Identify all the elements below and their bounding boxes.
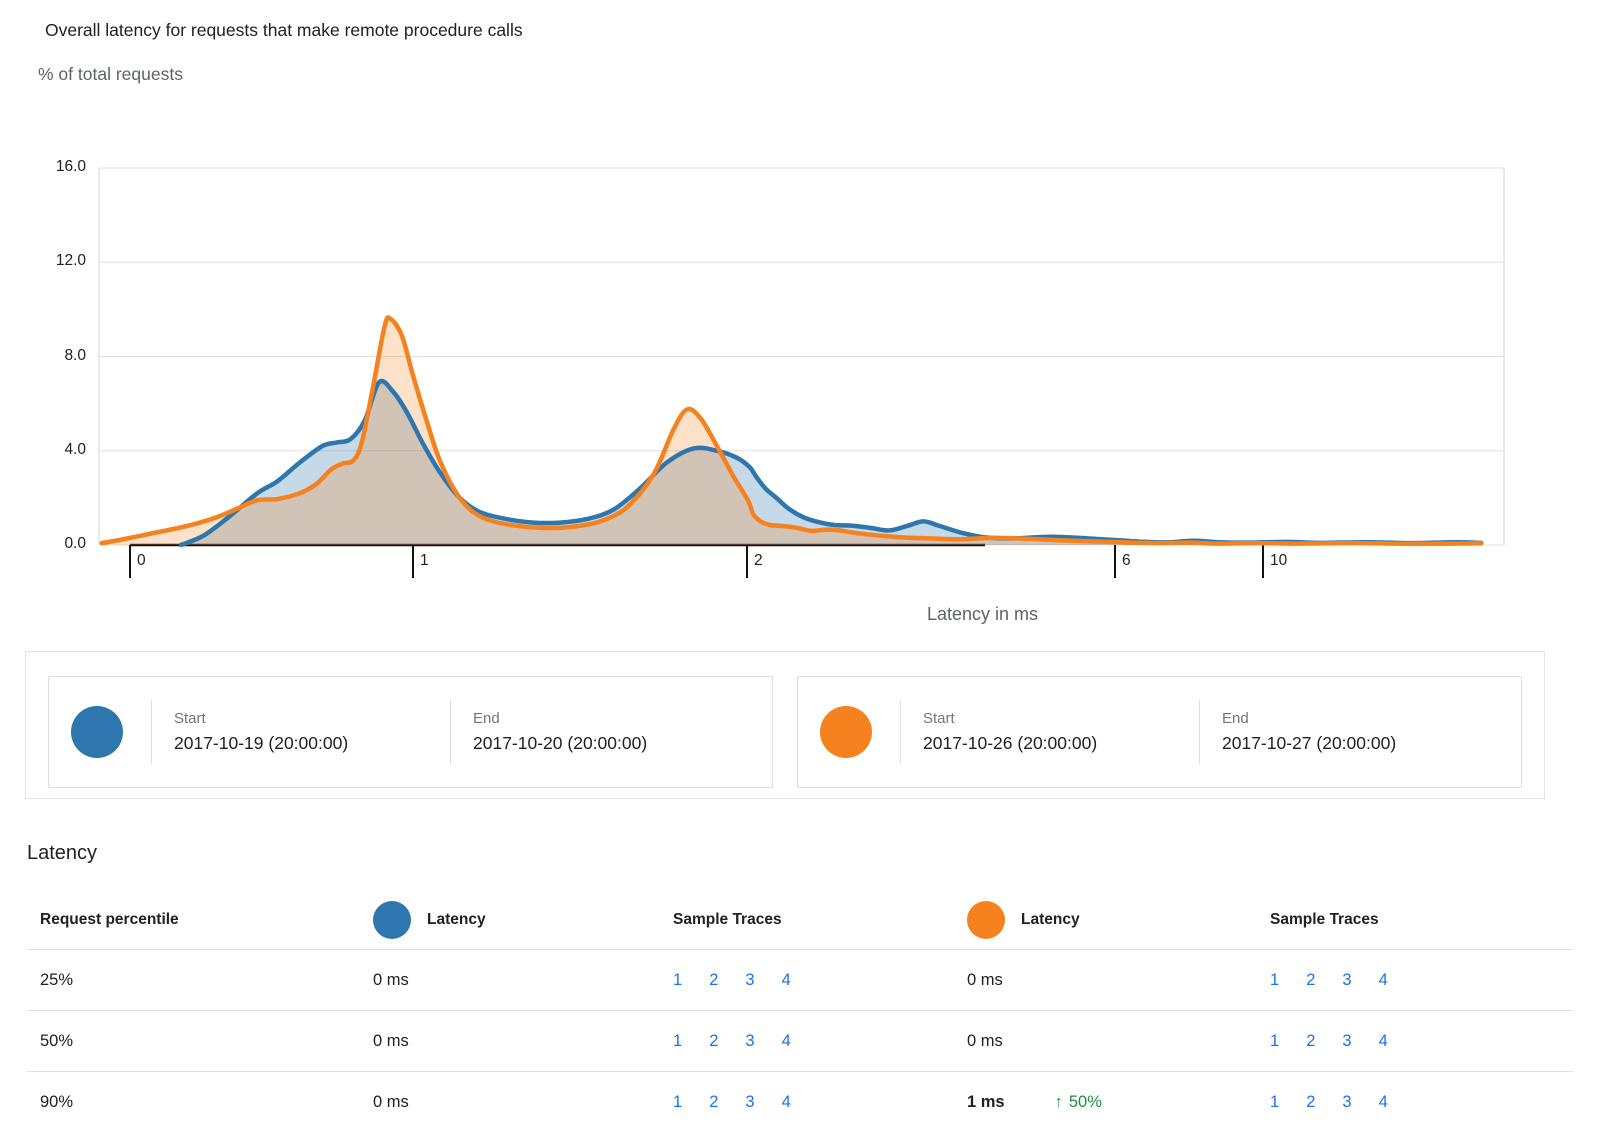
x-axis-title: Latency in ms bbox=[927, 604, 1039, 624]
legend-end-block: End 2017-10-27 (20:00:00) bbox=[1222, 710, 1521, 754]
trace-link[interactable]: 1 bbox=[1270, 970, 1280, 989]
chart-title: Overall latency for requests that make r… bbox=[45, 20, 523, 40]
trace-link[interactable]: 3 bbox=[1342, 1092, 1352, 1111]
start-value: 2017-10-26 (20:00:00) bbox=[923, 733, 1098, 753]
end-label: End bbox=[473, 710, 500, 727]
trace-link[interactable]: 1 bbox=[673, 970, 683, 989]
legend-card-orange: Start 2017-10-26 (20:00:00) End 2017-10-… bbox=[797, 676, 1522, 788]
x-axis-tick-label: 6 bbox=[1122, 552, 1131, 569]
trace-link[interactable]: 3 bbox=[745, 1031, 755, 1050]
blue-latency-value: 0 ms bbox=[373, 1092, 409, 1111]
end-label: End bbox=[1222, 710, 1249, 727]
legend-divider bbox=[1199, 700, 1200, 764]
table-row-25: 25% 0 ms 1 2 3 4 0 ms 1 2 3 4 bbox=[27, 949, 1573, 1010]
legend-end-block: End 2017-10-20 (20:00:00) bbox=[473, 710, 772, 754]
trace-link[interactable]: 4 bbox=[1378, 1092, 1388, 1111]
y-axis-tick-label: 4.0 bbox=[64, 440, 86, 458]
blue-sample-traces: 1 2 3 4 bbox=[673, 1093, 967, 1112]
x-axis-tick-label: 2 bbox=[754, 552, 763, 569]
orange-sample-traces: 1 2 3 4 bbox=[1270, 1093, 1573, 1112]
trace-link[interactable]: 2 bbox=[1306, 1031, 1316, 1050]
percentile-value: 90% bbox=[40, 1092, 74, 1111]
col-header-latency-blue: Latency bbox=[373, 900, 673, 939]
end-value: 2017-10-27 (20:00:00) bbox=[1222, 733, 1397, 753]
orange-series-dot-icon bbox=[820, 706, 872, 758]
col-header-request-percentile: Request percentile bbox=[40, 910, 179, 928]
trace-link[interactable]: 2 bbox=[1306, 1092, 1316, 1111]
table-row-90: 90% 0 ms 1 2 3 4 1 ms ↑ 50% 1 2 3 4 bbox=[27, 1071, 1573, 1132]
start-value: 2017-10-19 (20:00:00) bbox=[174, 733, 349, 753]
table-header-row: Request percentile Latency Sample Traces… bbox=[27, 890, 1573, 949]
legend: Start 2017-10-19 (20:00:00) End 2017-10-… bbox=[25, 651, 1545, 799]
latency-increase-badge: ↑ 50% bbox=[1055, 1093, 1102, 1112]
trace-link[interactable]: 1 bbox=[1270, 1092, 1280, 1111]
latency-table: Request percentile Latency Sample Traces… bbox=[27, 890, 1573, 1132]
trace-link[interactable]: 3 bbox=[745, 970, 755, 989]
trace-link[interactable]: 1 bbox=[673, 1031, 683, 1050]
blue-series-dot-icon bbox=[373, 900, 411, 939]
trace-link[interactable]: 4 bbox=[781, 1031, 791, 1050]
trace-link[interactable]: 2 bbox=[1306, 970, 1316, 989]
latency-section-title: Latency bbox=[27, 842, 98, 864]
y-axis-tick-label: 12.0 bbox=[55, 252, 86, 270]
increase-percent: 50% bbox=[1068, 1092, 1102, 1111]
x-axis-tick-label: 0 bbox=[137, 552, 146, 569]
legend-start-block: Start 2017-10-19 (20:00:00) bbox=[174, 710, 422, 754]
y-axis-title: % of total requests bbox=[38, 64, 183, 84]
blue-sample-traces: 1 2 3 4 bbox=[673, 971, 967, 990]
y-axis-tick-label: 8.0 bbox=[64, 346, 86, 364]
percentile-value: 50% bbox=[40, 1031, 74, 1050]
percentile-value: 25% bbox=[40, 970, 74, 989]
blue-latency-value: 0 ms bbox=[373, 970, 409, 989]
trace-link[interactable]: 4 bbox=[781, 1092, 791, 1111]
orange-latency-value: 0 ms bbox=[967, 1031, 1003, 1050]
legend-card-blue: Start 2017-10-19 (20:00:00) End 2017-10-… bbox=[48, 676, 773, 788]
col-header-sample-traces-orange: Sample Traces bbox=[1270, 910, 1379, 928]
start-label: Start bbox=[174, 710, 206, 727]
start-label: Start bbox=[923, 710, 955, 727]
increase-arrow-icon: ↑ bbox=[1054, 1092, 1063, 1111]
end-value: 2017-10-20 (20:00:00) bbox=[473, 733, 648, 753]
y-axis-tick-label: 16.0 bbox=[55, 158, 86, 175]
trace-link[interactable]: 1 bbox=[1270, 1031, 1280, 1050]
col-header-latency-orange: Latency bbox=[967, 900, 1270, 939]
latency-distribution-chart bbox=[98, 167, 1505, 578]
blue-series-dot-icon bbox=[71, 706, 123, 758]
y-axis-tick-label: 0.0 bbox=[64, 535, 86, 552]
trace-link[interactable]: 1 bbox=[673, 1092, 683, 1111]
trace-link[interactable]: 4 bbox=[781, 970, 791, 989]
col-header-sample-traces-blue: Sample Traces bbox=[673, 910, 782, 928]
trace-link[interactable]: 3 bbox=[745, 1092, 755, 1111]
orange-sample-traces: 1 2 3 4 bbox=[1270, 1032, 1573, 1051]
trace-link[interactable]: 4 bbox=[1378, 1031, 1388, 1050]
orange-sample-traces: 1 2 3 4 bbox=[1270, 971, 1573, 990]
latency-column-label: Latency bbox=[1021, 910, 1080, 928]
orange-latency-value: 0 ms bbox=[967, 970, 1003, 989]
x-axis-tick-label: 1 bbox=[420, 552, 429, 569]
legend-divider bbox=[450, 700, 451, 764]
x-axis-tick-label: 10 bbox=[1270, 552, 1288, 569]
trace-link[interactable]: 2 bbox=[709, 1031, 719, 1050]
trace-link[interactable]: 3 bbox=[1342, 1031, 1352, 1050]
legend-divider bbox=[900, 700, 901, 764]
blue-latency-value: 0 ms bbox=[373, 1031, 409, 1050]
blue-sample-traces: 1 2 3 4 bbox=[673, 1032, 967, 1051]
latency-column-label: Latency bbox=[427, 910, 486, 928]
trace-link[interactable]: 2 bbox=[709, 970, 719, 989]
table-row-50: 50% 0 ms 1 2 3 4 0 ms 1 2 3 4 bbox=[27, 1010, 1573, 1071]
legend-divider bbox=[151, 700, 152, 764]
trace-link[interactable]: 2 bbox=[709, 1092, 719, 1111]
trace-link[interactable]: 4 bbox=[1378, 970, 1388, 989]
legend-start-block: Start 2017-10-26 (20:00:00) bbox=[923, 710, 1171, 754]
trace-link[interactable]: 3 bbox=[1342, 970, 1352, 989]
orange-latency-value: 1 ms ↑ 50% bbox=[967, 1092, 1102, 1112]
orange-series-dot-icon bbox=[967, 900, 1005, 939]
